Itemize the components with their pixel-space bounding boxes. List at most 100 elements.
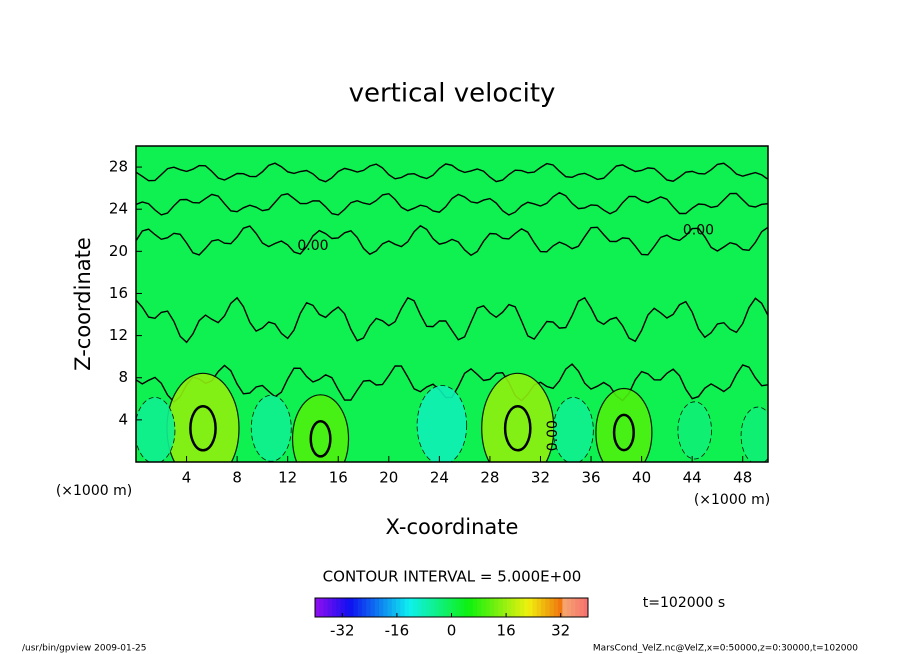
contour-line bbox=[136, 224, 768, 257]
x-tick-label: 12 bbox=[278, 469, 297, 487]
colorbar-cell bbox=[536, 598, 542, 617]
feature-core bbox=[309, 419, 332, 458]
y-unit-label: (×1000 m) bbox=[56, 483, 132, 499]
x-tick-label: 28 bbox=[480, 469, 499, 487]
feature-core bbox=[503, 405, 532, 452]
y-tick-label: 4 bbox=[118, 410, 128, 428]
colorbar-cell bbox=[434, 598, 440, 617]
contour-label: 0.00 bbox=[545, 420, 561, 451]
colorbar-cell bbox=[374, 598, 380, 617]
x-axis-label: X-coordinate bbox=[386, 515, 519, 539]
x-tick-label: 48 bbox=[733, 469, 752, 487]
colorbar-cell bbox=[575, 598, 580, 617]
footer-left: /usr/bin/gpview 2009-01-25 bbox=[22, 644, 146, 654]
colorbar-cell bbox=[417, 598, 423, 617]
x-tick-label: 4 bbox=[182, 469, 192, 487]
colorbar-cell bbox=[489, 598, 495, 617]
colorbar-cell bbox=[472, 598, 478, 617]
colorbar-cell bbox=[553, 598, 559, 617]
colorbar-cell bbox=[332, 598, 337, 617]
colorbar-cell bbox=[502, 598, 508, 617]
contour-line bbox=[136, 296, 768, 344]
colorbar-cell bbox=[430, 598, 435, 617]
colorbar-cell bbox=[327, 598, 333, 617]
feature bbox=[166, 372, 240, 462]
contour-line bbox=[136, 191, 768, 216]
time-label: t=102000 s bbox=[643, 595, 725, 611]
y-tick-label: 12 bbox=[109, 326, 128, 344]
colorbar-cell bbox=[421, 598, 427, 617]
colorbar-cell bbox=[579, 598, 585, 617]
colorbar-cell bbox=[400, 598, 406, 617]
feature bbox=[552, 397, 594, 462]
colorbar-cell bbox=[468, 598, 474, 617]
colorbar-cell bbox=[378, 598, 384, 617]
colorbar-cell bbox=[336, 598, 342, 617]
colorbar-cell bbox=[408, 598, 414, 617]
colorbar-cell bbox=[366, 598, 371, 617]
x-unit-label: (×1000 m) bbox=[694, 492, 770, 508]
x-tick-label: 16 bbox=[329, 469, 348, 487]
colorbar-cell bbox=[442, 598, 448, 617]
colorbar-cell bbox=[319, 598, 325, 617]
colorbar-cell bbox=[357, 598, 363, 617]
colorbar-cell bbox=[455, 598, 461, 617]
colorbar-cell bbox=[515, 598, 521, 617]
colorbar-cell bbox=[562, 598, 568, 617]
colorbar-cell bbox=[524, 598, 529, 617]
colorbar-cell bbox=[391, 598, 397, 617]
feature bbox=[291, 394, 350, 462]
colorbar-cell bbox=[519, 598, 525, 617]
contour-label: 0.00 bbox=[297, 238, 328, 254]
x-tick-label: 20 bbox=[379, 469, 398, 487]
colorbar-tick-label: 0 bbox=[447, 622, 457, 640]
colorbar-tick-label: 32 bbox=[551, 622, 570, 640]
colorbar-cell bbox=[494, 598, 499, 617]
feature-core bbox=[189, 405, 217, 452]
y-tick-label: 24 bbox=[109, 200, 128, 218]
colorbar-cell bbox=[566, 598, 572, 617]
colorbar-cell bbox=[361, 598, 367, 617]
feature bbox=[481, 372, 555, 462]
colorbar-cell bbox=[583, 598, 589, 617]
y-tick-label: 20 bbox=[109, 242, 128, 260]
colorbar-cell bbox=[387, 598, 393, 617]
colorbar-cell bbox=[425, 598, 431, 617]
colorbar-cell bbox=[396, 598, 401, 617]
colorbar-cell bbox=[541, 598, 546, 617]
colorbar-cell bbox=[498, 598, 504, 617]
colorbar-cell bbox=[438, 598, 444, 617]
x-tick-label: 40 bbox=[632, 469, 651, 487]
colorbar-cell bbox=[404, 598, 410, 617]
colorbar-cell bbox=[344, 598, 350, 617]
colorbar-cell bbox=[506, 598, 512, 617]
colorbar-cell bbox=[545, 598, 551, 617]
colorbar-cell bbox=[485, 598, 491, 617]
plot-frame bbox=[135, 145, 769, 463]
colorbar-cell bbox=[464, 598, 470, 617]
features bbox=[136, 162, 768, 462]
colorbar-cell bbox=[349, 598, 354, 617]
colorbar-cell bbox=[323, 598, 329, 617]
x-tick-label: 8 bbox=[232, 469, 242, 487]
colorbar-cell bbox=[532, 598, 538, 617]
colorbar-cell bbox=[570, 598, 576, 617]
colorbar-cell bbox=[511, 598, 516, 617]
feature-core bbox=[612, 413, 635, 452]
feature bbox=[595, 387, 653, 462]
contour-interval: CONTOUR INTERVAL = 5.000E+00 bbox=[323, 568, 582, 586]
colorbar-cell bbox=[477, 598, 482, 617]
feature bbox=[677, 401, 712, 460]
colorbar-cell bbox=[315, 598, 320, 617]
feature bbox=[740, 406, 768, 462]
colorbar-cell bbox=[549, 598, 555, 617]
colorbar-tick-label: -32 bbox=[330, 622, 355, 640]
colorbar-cell bbox=[413, 598, 418, 617]
colorbar-cell bbox=[558, 598, 563, 617]
y-tick-label: 28 bbox=[109, 158, 128, 176]
footer-right: MarsCond_VelZ.nc@VelZ,x=0:50000,z=0:3000… bbox=[593, 644, 858, 654]
colorbar-cell bbox=[460, 598, 465, 617]
contour-label: 0.00 bbox=[683, 222, 714, 238]
y-axis-label: Z-coordinate bbox=[71, 237, 95, 371]
